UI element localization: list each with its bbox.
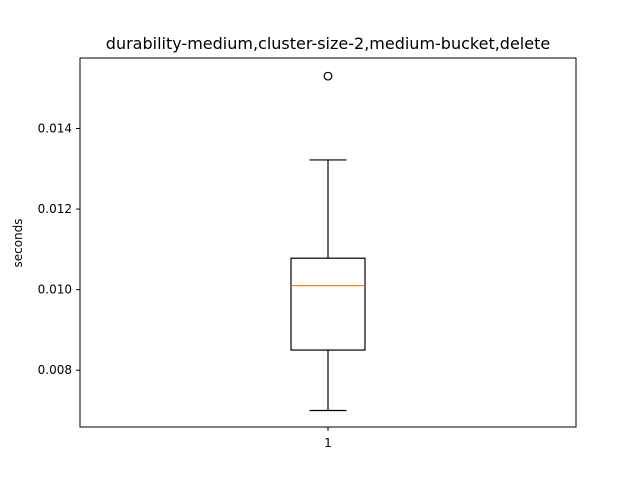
outlier-point xyxy=(323,71,333,81)
y-tick-label: 0.012 xyxy=(38,202,72,216)
y-tick-label: 0.008 xyxy=(38,363,72,377)
chart-title: durability-medium,cluster-size-2,medium-… xyxy=(106,34,550,53)
y-axis-label: seconds xyxy=(11,218,25,267)
iqr-box xyxy=(290,257,366,351)
y-tick-label: 0.014 xyxy=(38,121,72,135)
y-tick-label: 0.010 xyxy=(38,283,72,297)
x-tick-label: 1 xyxy=(324,436,332,450)
plot-area: 0.008 0.010 0.012 0.014 1 xyxy=(38,57,577,450)
